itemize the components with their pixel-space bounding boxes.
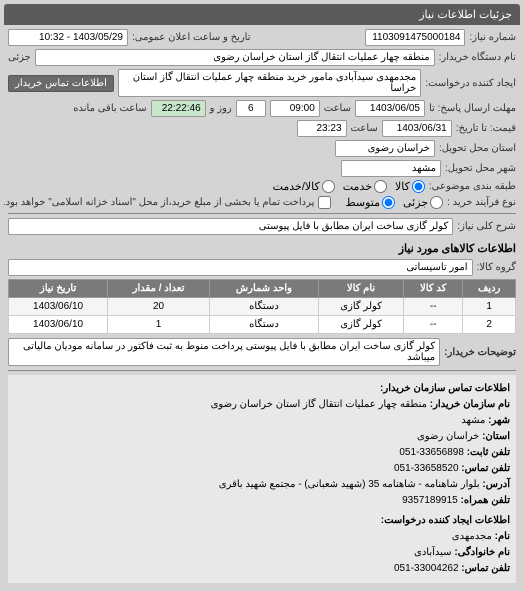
mobile-value: 9357189915 (402, 495, 458, 506)
process-medium-label: متوسط (345, 196, 380, 209)
remaining-days-label: روز و (210, 103, 232, 114)
delivery-city: مشهد (341, 160, 441, 177)
cell-code: -- (404, 316, 463, 334)
creator-label: ایجاد کننده درخواست: (425, 78, 516, 89)
buyer-desc: کولر گازی ساخت ایران مطابق با فایل پیوست… (8, 338, 440, 366)
contact-section-title: اطلاعات تماس سازمان خریدار: (14, 381, 510, 397)
province-label: استان: (482, 431, 510, 442)
deadline-from: 1403/06/05 (355, 100, 425, 117)
goods-group-label: گروه کالا: (477, 262, 516, 273)
cell-code: -- (404, 298, 463, 316)
cell-idx: 2 (463, 316, 516, 334)
creator-family: سیدآبادی (414, 547, 452, 558)
deadline-from-label: مهلت ارسال پاسخ: تا (429, 103, 516, 114)
goods-group-value: امور تاسیساتی (8, 259, 473, 276)
creator-section-title: اطلاعات ایجاد کننده درخواست: (14, 513, 510, 529)
topic-type-label: طبقه بندی موضوعی: (429, 181, 516, 192)
fax-label: تلفن تماس: (461, 463, 510, 474)
description-label: شرح کلی نیاز: (457, 221, 516, 232)
creator-phone-label: تلفن تماس: (461, 563, 510, 574)
cell-date: 1403/06/10 (9, 316, 108, 334)
goods-section-title: اطلاعات کالاهای مورد نیاز (8, 238, 516, 259)
creator-field: مجدمهدی سیدآبادی مامور خرید منطقه چهار ع… (118, 69, 421, 97)
topic-both-radio[interactable] (322, 180, 335, 193)
description-field: کولر گازی ساخت ایران مطابق با فایل پیوست… (8, 218, 453, 235)
announce-date-label: تاریخ و ساعت اعلان عمومی: (132, 32, 251, 43)
org-name-label: نام سازمان خریدار: (430, 399, 510, 410)
phone-value: 33656898-051 (399, 447, 464, 458)
city-value: مشهد (461, 415, 485, 426)
payment-checkbox[interactable] (318, 196, 331, 209)
contact-section: اطلاعات تماس سازمان خریدار: نام سازمان خ… (8, 375, 516, 583)
address-label: آدرس: (482, 479, 510, 490)
cell-date: 1403/06/10 (9, 298, 108, 316)
org-name: منطقه چهار عملیات انتقال گاز استان خراسا… (211, 399, 427, 410)
col-date: تاریخ نیاز (9, 280, 108, 298)
quote-time: 23:23 (297, 120, 347, 137)
topic-service-radio[interactable] (374, 180, 387, 193)
col-unit: واحد شمارش (209, 280, 318, 298)
table-row: 1 -- کولر گازی دستگاه 20 1403/06/10 (9, 298, 516, 316)
fax-value: 33658520-051 (394, 463, 459, 474)
cell-qty: 20 (108, 298, 210, 316)
creator-phone: 33004262-051 (394, 563, 459, 574)
deadline-time: 09:00 (270, 100, 320, 117)
col-row: ردیف (463, 280, 516, 298)
process-small-label: جزئی (403, 196, 428, 209)
buyer-org-label: نام دستگاه خریدار: (439, 52, 516, 63)
province-value: خراسان رضوی (417, 431, 479, 442)
goods-table: ردیف کد کالا نام کالا واحد شمارش تعداد /… (8, 279, 516, 334)
remaining-days: 6 (236, 100, 266, 117)
mobile-label: تلفن همراه: (461, 495, 510, 506)
col-name: نام کالا (319, 280, 404, 298)
quote-time-label: ساعت (351, 123, 378, 134)
topic-radio-group: کالا خدمت کالا/خدمت (273, 180, 425, 193)
remaining-time: 22:22:46 (151, 100, 206, 117)
cell-idx: 1 (463, 298, 516, 316)
remaining-time-label: ساعت باقی مانده (73, 103, 146, 114)
announce-date: 1403/05/29 - 10:32 (8, 29, 128, 46)
process-radio-group: جزئی متوسط (345, 196, 443, 209)
cell-unit: دستگاه (209, 316, 318, 334)
creator-name: مجدمهدی (452, 531, 492, 542)
cell-name: کولر گازی (319, 298, 404, 316)
topic-both-label: کالا/خدمت (273, 180, 320, 193)
cell-qty: 1 (108, 316, 210, 334)
delivery-city-label: شهر محل تحویل: (445, 163, 516, 174)
cell-unit: دستگاه (209, 298, 318, 316)
buyer-org: منطقه چهار عملیات انتقال گاز استان خراسا… (35, 49, 435, 66)
request-number-label: شماره نیاز: (469, 32, 516, 43)
address-value: بلوار شاهنامه - شاهنامه 35 (شهید شعبانی)… (219, 479, 480, 490)
creator-name-label: نام: (495, 531, 510, 542)
topic-goods-radio[interactable] (412, 180, 425, 193)
table-row: 2 -- کولر گازی دستگاه 1 1403/06/10 (9, 316, 516, 334)
contact-info-button[interactable]: اطلاعات تماس خریدار (8, 75, 114, 92)
buyer-desc-label: توضیحات خریدار: (444, 347, 516, 358)
cell-name: کولر گازی (319, 316, 404, 334)
col-code: کد کالا (404, 280, 463, 298)
topic-service-label: خدمت (343, 180, 372, 193)
quote-to-label: قیمت: تا تاریخ: (456, 123, 516, 134)
process-medium-radio[interactable] (382, 196, 395, 209)
quote-to: 1403/06/31 (382, 120, 452, 137)
phone-label: تلفن ثابت: (467, 447, 510, 458)
process-small-radio[interactable] (430, 196, 443, 209)
request-number: 1103091475000184 (365, 29, 465, 46)
process-type-label: نوع فرآیند خرید : (447, 197, 516, 208)
city-label: شهر: (488, 415, 510, 426)
partial-label: جزئی (8, 52, 31, 63)
topic-goods-label: کالا (395, 180, 410, 193)
creator-family-label: نام خانوادگی: (454, 547, 510, 558)
delivery-province-label: استان محل تحویل: (439, 143, 516, 154)
col-qty: تعداد / مقدار (108, 280, 210, 298)
delivery-province: خراسان رضوی (335, 140, 435, 157)
header-title: جزئیات اطلاعات نیاز (419, 9, 512, 21)
details-header: جزئیات اطلاعات نیاز (4, 4, 520, 25)
deadline-time-label: ساعت (324, 103, 351, 114)
payment-note: پرداخت تمام یا بخشی از مبلغ خرید،از محل … (3, 197, 315, 208)
